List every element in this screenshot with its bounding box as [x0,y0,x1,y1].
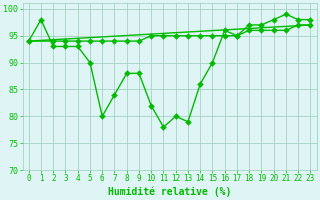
X-axis label: Humidité relative (%): Humidité relative (%) [108,186,231,197]
